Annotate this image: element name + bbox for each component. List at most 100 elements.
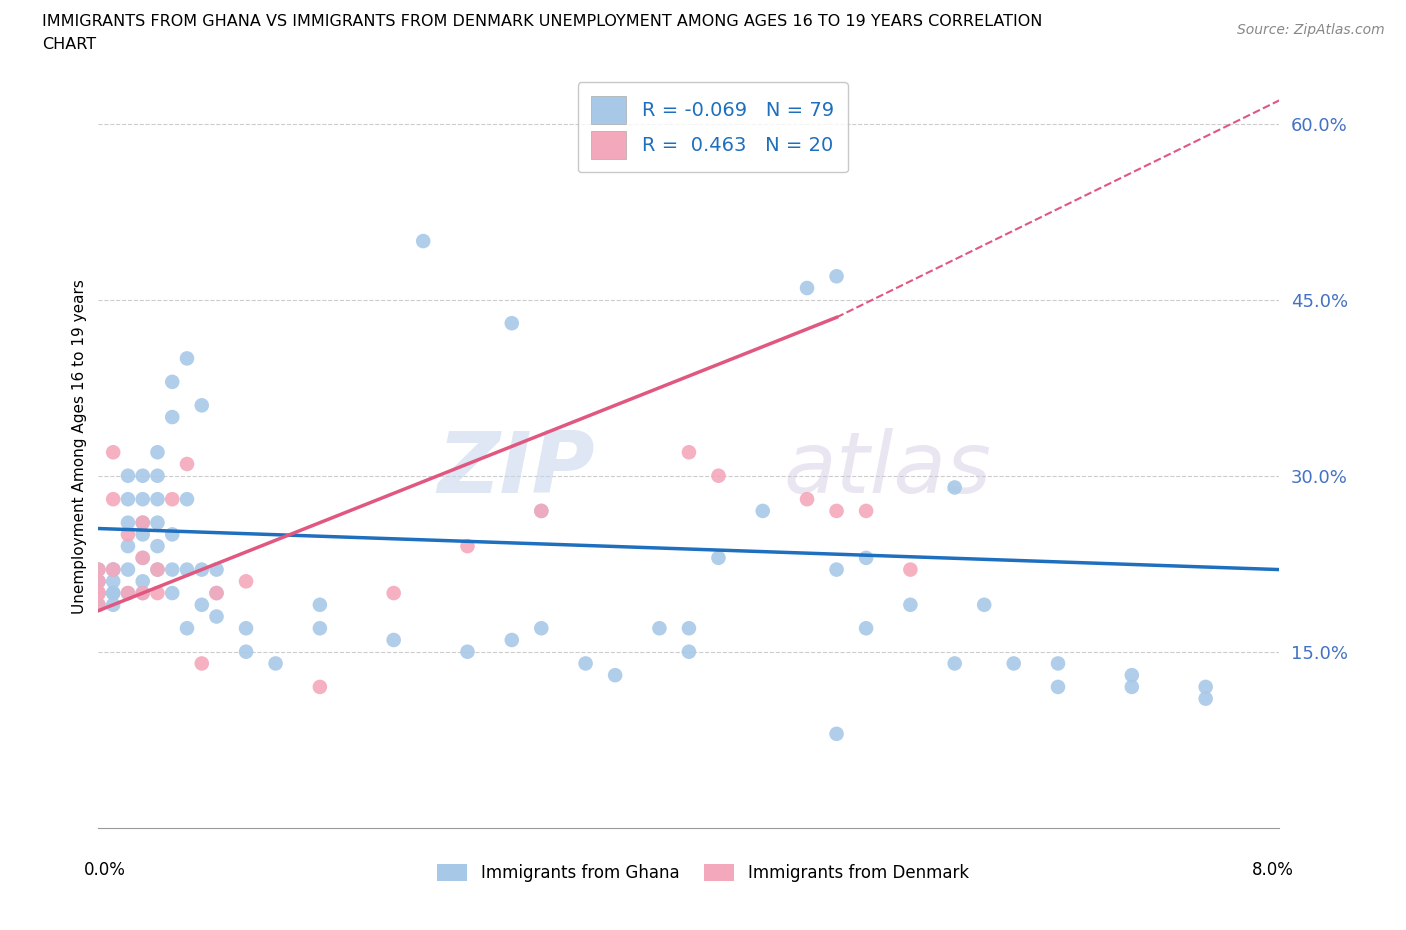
Point bbox=[1046, 680, 1070, 695]
Point bbox=[501, 316, 523, 331]
Point bbox=[117, 562, 139, 577]
Point bbox=[146, 538, 169, 553]
Point bbox=[752, 503, 775, 518]
Point bbox=[162, 562, 183, 577]
Point bbox=[132, 515, 155, 530]
Point bbox=[103, 586, 125, 601]
Point bbox=[162, 586, 183, 601]
Point bbox=[87, 586, 110, 601]
Point bbox=[176, 562, 198, 577]
Point bbox=[132, 551, 155, 565]
Point bbox=[117, 586, 139, 601]
Point bbox=[900, 562, 922, 577]
Point bbox=[103, 586, 125, 601]
Point bbox=[707, 551, 730, 565]
Point bbox=[162, 375, 183, 390]
Point bbox=[309, 597, 332, 612]
Point bbox=[87, 597, 110, 612]
Point bbox=[87, 562, 110, 577]
Y-axis label: Unemployment Among Ages 16 to 19 years: Unemployment Among Ages 16 to 19 years bbox=[72, 279, 87, 614]
Point bbox=[382, 586, 405, 601]
Point bbox=[146, 445, 169, 459]
Point bbox=[103, 574, 125, 589]
Point bbox=[87, 574, 110, 589]
Point bbox=[103, 562, 125, 577]
Point bbox=[1121, 680, 1143, 695]
Point bbox=[132, 492, 155, 507]
Point bbox=[176, 351, 198, 365]
Point bbox=[146, 562, 169, 577]
Point bbox=[87, 562, 110, 577]
Point bbox=[825, 503, 848, 518]
Point bbox=[900, 597, 922, 612]
Point bbox=[235, 644, 257, 659]
Point bbox=[707, 469, 730, 484]
Point bbox=[132, 586, 155, 601]
Point bbox=[117, 469, 139, 484]
Point bbox=[117, 586, 139, 601]
Point bbox=[176, 621, 198, 636]
Point bbox=[176, 457, 198, 472]
Point bbox=[530, 503, 553, 518]
Point bbox=[1195, 680, 1218, 695]
Point bbox=[235, 574, 257, 589]
Point bbox=[648, 621, 671, 636]
Point bbox=[943, 656, 966, 671]
Point bbox=[575, 656, 598, 671]
Point bbox=[796, 281, 818, 296]
Text: atlas: atlas bbox=[783, 428, 991, 511]
Point bbox=[87, 586, 110, 601]
Legend: R = -0.069   N = 79, R =  0.463   N = 20: R = -0.069 N = 79, R = 0.463 N = 20 bbox=[578, 83, 848, 172]
Point bbox=[309, 680, 332, 695]
Point bbox=[146, 515, 169, 530]
Point bbox=[117, 492, 139, 507]
Text: IMMIGRANTS FROM GHANA VS IMMIGRANTS FROM DENMARK UNEMPLOYMENT AMONG AGES 16 TO 1: IMMIGRANTS FROM GHANA VS IMMIGRANTS FROM… bbox=[42, 14, 1043, 29]
Point bbox=[162, 527, 183, 542]
Point bbox=[855, 621, 877, 636]
Text: ZIP: ZIP bbox=[437, 428, 595, 511]
Point bbox=[117, 538, 139, 553]
Point bbox=[103, 562, 125, 577]
Point bbox=[678, 644, 700, 659]
Point bbox=[87, 597, 110, 612]
Point bbox=[87, 574, 110, 589]
Point bbox=[176, 492, 198, 507]
Point bbox=[412, 233, 434, 248]
Point bbox=[501, 632, 523, 647]
Point bbox=[205, 586, 228, 601]
Point bbox=[855, 551, 877, 565]
Point bbox=[943, 480, 966, 495]
Legend: Immigrants from Ghana, Immigrants from Denmark: Immigrants from Ghana, Immigrants from D… bbox=[430, 857, 976, 889]
Point bbox=[146, 562, 169, 577]
Point bbox=[132, 551, 155, 565]
Point bbox=[132, 527, 155, 542]
Point bbox=[191, 597, 214, 612]
Point bbox=[117, 515, 139, 530]
Point bbox=[87, 586, 110, 601]
Text: 8.0%: 8.0% bbox=[1253, 860, 1295, 879]
Point bbox=[825, 562, 848, 577]
Point bbox=[530, 621, 553, 636]
Point bbox=[162, 409, 183, 424]
Point bbox=[132, 586, 155, 601]
Point bbox=[117, 527, 139, 542]
Point bbox=[1046, 656, 1070, 671]
Point bbox=[205, 562, 228, 577]
Point bbox=[132, 515, 155, 530]
Point bbox=[87, 586, 110, 601]
Point bbox=[678, 621, 700, 636]
Point bbox=[205, 586, 228, 601]
Point bbox=[235, 621, 257, 636]
Point bbox=[973, 597, 995, 612]
Point bbox=[205, 609, 228, 624]
Point bbox=[103, 597, 125, 612]
Point bbox=[605, 668, 627, 683]
Point bbox=[1195, 691, 1218, 706]
Point bbox=[191, 398, 214, 413]
Point bbox=[457, 644, 479, 659]
Point bbox=[796, 492, 818, 507]
Point bbox=[191, 562, 214, 577]
Point bbox=[825, 269, 848, 284]
Point bbox=[678, 445, 700, 459]
Point bbox=[1121, 668, 1143, 683]
